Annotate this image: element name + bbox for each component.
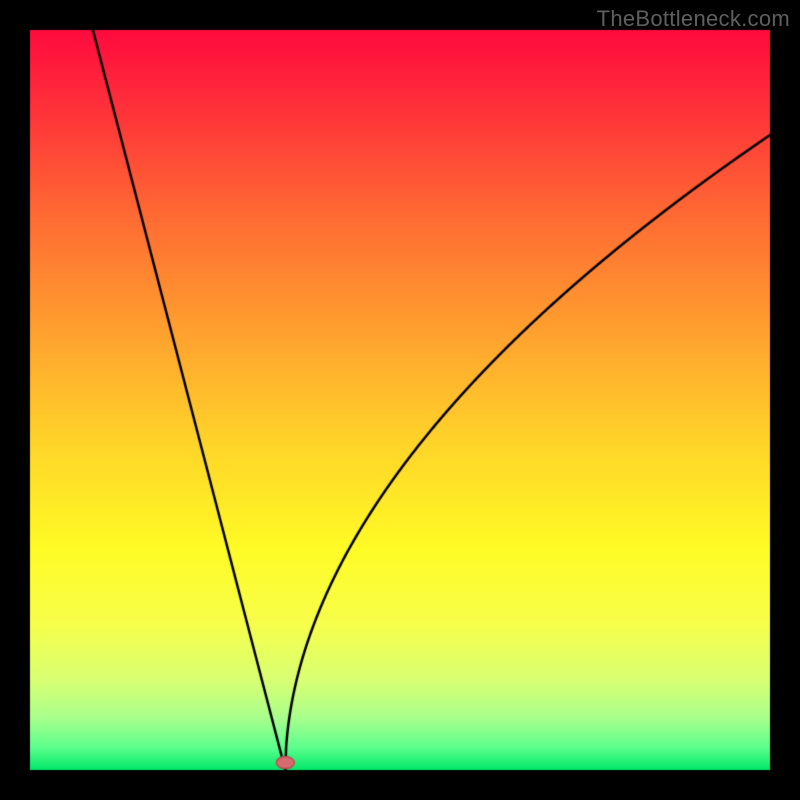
bottleneck-curve-layer [0, 0, 800, 800]
chart-container: TheBottleneck.com [0, 0, 800, 800]
